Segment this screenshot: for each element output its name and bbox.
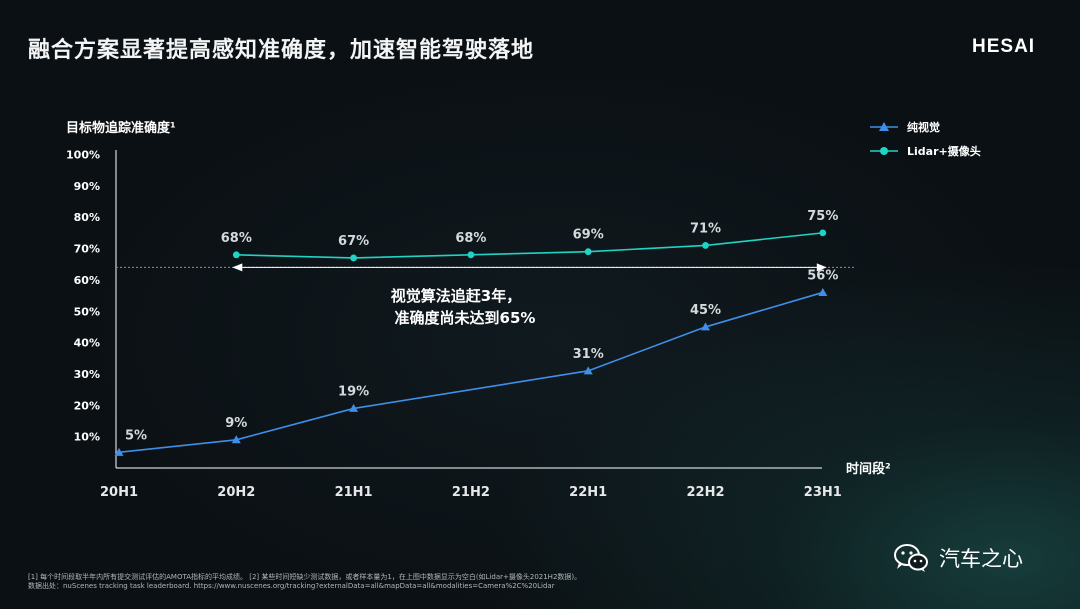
y-tick-40: 40% — [74, 337, 100, 350]
y-tick-60: 60% — [74, 274, 100, 287]
point-lidar-22H1 — [584, 248, 592, 256]
gap-annotation-line2: 准确度尚未达到65% — [395, 309, 536, 327]
label-vision-21H1: 19% — [338, 384, 369, 399]
label-vision-20H2: 9% — [225, 416, 247, 431]
point-lidar-21H1 — [350, 254, 357, 262]
label-lidar-20H2: 68% — [221, 231, 252, 246]
x-tick-22H1: 22H1 — [569, 485, 607, 500]
y-tick-labels: 10% 20% 30% 40% 50% 60% 70% 80% 90% 100% — [66, 149, 100, 444]
y-tick-30: 30% — [74, 368, 100, 381]
series-line-lidar — [236, 232, 823, 259]
x-axis-title: 时间段² — [846, 461, 891, 477]
label-vision-22H1: 31% — [573, 347, 604, 362]
x-tick-20H2: 20H2 — [217, 485, 255, 500]
y-tick-80: 80% — [74, 211, 100, 224]
x-tick-21H1: 21H1 — [335, 485, 373, 500]
footnote-line1: [1] 每个时间段取半年内所有提交测试评估的AMOTA指标的平均成绩。 [2] … — [28, 573, 582, 581]
point-vision-22H2 — [701, 322, 710, 331]
point-vision-20H1 — [114, 447, 124, 456]
series-layer: 5% 9% 19% 31% 45% 56% 68% 67% 68% 69% 71% 75% — [114, 209, 838, 456]
label-lidar-22H2: 71% — [690, 221, 721, 236]
point-lidar-20H2 — [232, 251, 240, 259]
label-lidar-21H2: 68% — [455, 231, 486, 246]
label-vision-23H1: 56% — [807, 268, 838, 283]
x-tick-21H2: 21H2 — [452, 485, 490, 500]
label-lidar-23H1: 75% — [807, 209, 838, 224]
y-tick-90: 90% — [74, 180, 100, 193]
point-vision-20H2 — [231, 435, 241, 444]
point-vision-23H1 — [818, 287, 828, 296]
page-title: 融合方案显著提高感知准确度，加速智能驾驶落地 — [28, 38, 535, 63]
y-axis-title: 目标物追踪准确度¹ — [66, 120, 176, 136]
footnote-line2: 数据出处：nuScenes tracking task leaderboard.… — [28, 582, 555, 590]
point-lidar-23H1 — [819, 229, 827, 237]
x-tick-labels: 20H1 20H2 21H1 21H2 22H1 22H2 23H1 — [100, 485, 842, 500]
legend: 纯视觉 Lidar+摄像头 — [870, 120, 981, 158]
legend-triangle-icon — [879, 122, 889, 131]
legend-label-vision: 纯视觉 — [907, 120, 940, 134]
point-vision-21H1 — [349, 403, 359, 412]
point-vision-22H1 — [583, 366, 593, 375]
gap-arrow-right-head — [816, 263, 827, 272]
footnotes: [1] 每个时间段取半年内所有提交测试评估的AMOTA指标的平均成绩。 [2] … — [28, 573, 581, 591]
label-lidar-21H1: 67% — [338, 234, 369, 249]
x-tick-22H2: 22H2 — [686, 485, 724, 500]
point-lidar-22H2 — [702, 242, 709, 249]
wechat-account-name: 汽车之心 — [939, 547, 1023, 571]
point-lidar-21H2 — [467, 251, 475, 259]
gap-annotation-line1: 视觉算法追赶3年， — [391, 287, 521, 305]
x-tick-23H1: 23H1 — [804, 485, 842, 500]
legend-label-lidar: Lidar+摄像头 — [907, 144, 981, 158]
series-line-vision — [118, 291, 824, 454]
label-vision-20H1: 5% — [125, 428, 147, 443]
y-tick-10: 10% — [74, 431, 100, 444]
gap-arrow-left-head — [232, 263, 243, 272]
hesai-logo: HESAI — [972, 36, 1036, 57]
wechat-icon — [894, 544, 928, 572]
x-tick-20H1: 20H1 — [100, 485, 138, 500]
y-tick-100: 100% — [66, 149, 100, 162]
y-tick-20: 20% — [74, 399, 100, 412]
legend-circle-icon — [880, 147, 888, 155]
label-vision-22H2: 45% — [690, 303, 721, 318]
y-tick-70: 70% — [74, 243, 100, 256]
wechat-watermark: 汽车之心 — [893, 543, 1023, 573]
y-tick-50: 50% — [74, 305, 100, 318]
label-lidar-22H1: 69% — [573, 228, 604, 243]
